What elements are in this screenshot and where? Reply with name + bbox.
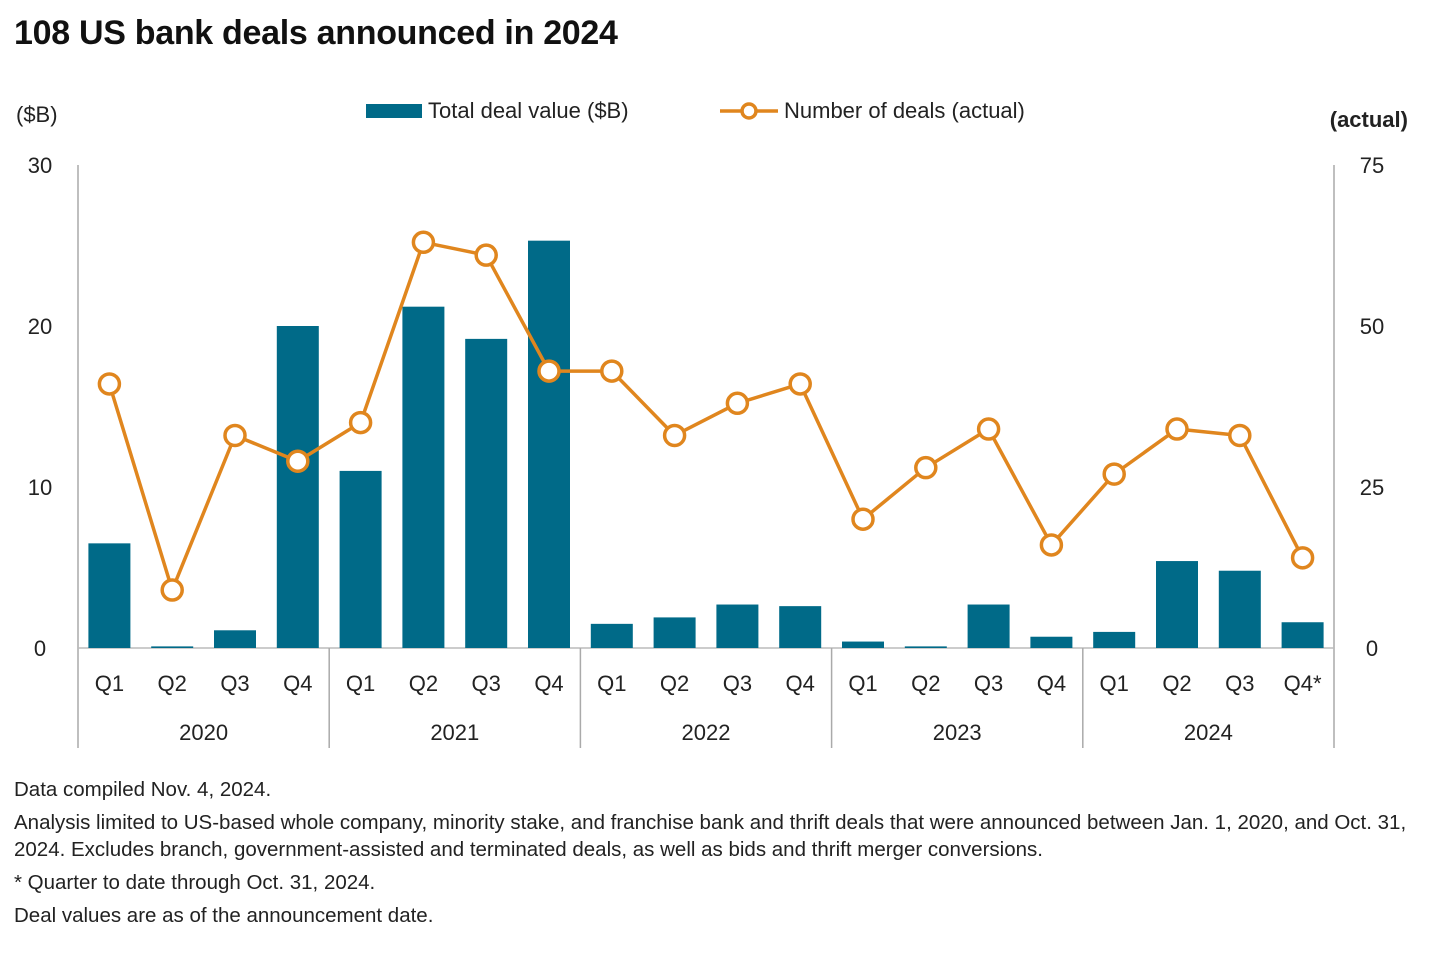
deals-point	[1228, 423, 1252, 448]
bar	[276, 326, 319, 648]
footnotes: Data compiled Nov. 4, 2024. Analysis lim…	[14, 776, 1414, 935]
bar	[1156, 561, 1198, 648]
x-tick-label: Q4*	[1284, 671, 1322, 696]
note-analysis: Analysis limited to US-based whole compa…	[14, 811, 1407, 861]
bar	[1218, 570, 1261, 648]
bar	[88, 543, 131, 648]
year-label: 2020	[179, 720, 228, 745]
legend-bar-swatch	[366, 104, 422, 118]
bar	[528, 240, 570, 649]
x-tick-label: Q3	[220, 671, 249, 696]
bar	[1093, 631, 1136, 648]
bar	[842, 641, 884, 648]
deals-point	[537, 359, 561, 383]
bar	[214, 630, 256, 648]
note-compiled: Data compiled Nov. 4, 2024.	[14, 778, 272, 801]
x-tick-label: Q2	[660, 671, 689, 696]
x-tick-label: Q1	[848, 671, 877, 696]
deals-point	[223, 423, 247, 448]
x-tick-label: Q1	[95, 671, 124, 696]
deals-point	[1290, 546, 1315, 570]
x-tick-label: Q3	[723, 671, 752, 696]
bar	[339, 470, 382, 648]
deals-point	[1039, 533, 1064, 557]
left-tick-label: 0	[34, 636, 46, 661]
x-tick-label: Q4	[534, 671, 563, 696]
bar	[779, 606, 822, 648]
year-label: 2021	[430, 720, 479, 745]
deals-point	[286, 449, 310, 473]
right-tick-label: 75	[1360, 153, 1384, 178]
x-tick-label: Q1	[1100, 671, 1129, 696]
deals-point	[1102, 462, 1126, 486]
deals-line	[107, 240, 1305, 592]
bar	[402, 306, 445, 648]
legend-line-marker	[740, 102, 758, 120]
chart: 0 10 20 30 0 25 50 75 ($B) (actual) Total deal val…	[16, 98, 1408, 748]
bar	[904, 646, 947, 648]
deals-point	[914, 455, 938, 480]
x-tick-label: Q3	[1225, 671, 1254, 696]
bar	[590, 623, 633, 648]
x-tick-label: Q3	[974, 671, 1003, 696]
deals-point	[976, 417, 1001, 441]
x-tick-label: Q4	[283, 671, 312, 696]
deals-point	[97, 372, 122, 396]
x-tick-label: Q4	[786, 671, 815, 696]
left-tick-label: 20	[28, 314, 52, 339]
left-tick-label: 10	[28, 475, 52, 500]
x-tick-label: Q2	[1162, 671, 1191, 696]
year-label: 2024	[1184, 720, 1233, 745]
x-tick-label: Q2	[158, 671, 187, 696]
x-tick-label: Q2	[911, 671, 940, 696]
x-tick-label: Q2	[409, 671, 438, 696]
deals-point	[851, 507, 875, 531]
deals-point	[1165, 417, 1189, 441]
deals-point	[662, 423, 687, 448]
bar	[716, 604, 759, 648]
legend-bar-label: Total deal value ($B)	[428, 98, 629, 123]
right-tick-label: 50	[1360, 314, 1384, 339]
left-axis-label: ($B)	[16, 102, 58, 127]
deals-point	[474, 243, 498, 267]
deals-point	[788, 372, 812, 396]
x-tick-label: Q1	[346, 671, 375, 696]
deals-point	[725, 391, 750, 416]
x-tick-label: Q3	[472, 671, 501, 696]
legend-line-label: Number of deals (actual)	[784, 98, 1025, 123]
note-quarter: * Quarter to date through Oct. 31, 2024.	[14, 871, 376, 894]
bar	[653, 617, 696, 648]
note-deal-values: Deal values are as of the announcement d…	[14, 904, 434, 927]
right-tick-label: 0	[1366, 636, 1378, 661]
year-label: 2022	[682, 720, 731, 745]
bar	[1030, 636, 1073, 648]
left-tick-label: 30	[28, 153, 52, 178]
year-label: 2023	[933, 720, 982, 745]
right-tick-label: 25	[1360, 475, 1384, 500]
x-tick-label: Q1	[597, 671, 626, 696]
right-axis-label: (actual)	[1330, 107, 1408, 132]
deals-point	[411, 230, 436, 255]
deals-point	[160, 578, 184, 602]
bar	[151, 646, 194, 648]
bar	[465, 338, 508, 648]
deals-point	[348, 410, 373, 435]
bar	[1281, 622, 1324, 648]
chart-title: 108 US bank deals announced in 2024	[14, 14, 618, 52]
deals-point	[600, 359, 624, 383]
x-tick-label: Q4	[1037, 671, 1066, 696]
bar	[967, 604, 1010, 648]
